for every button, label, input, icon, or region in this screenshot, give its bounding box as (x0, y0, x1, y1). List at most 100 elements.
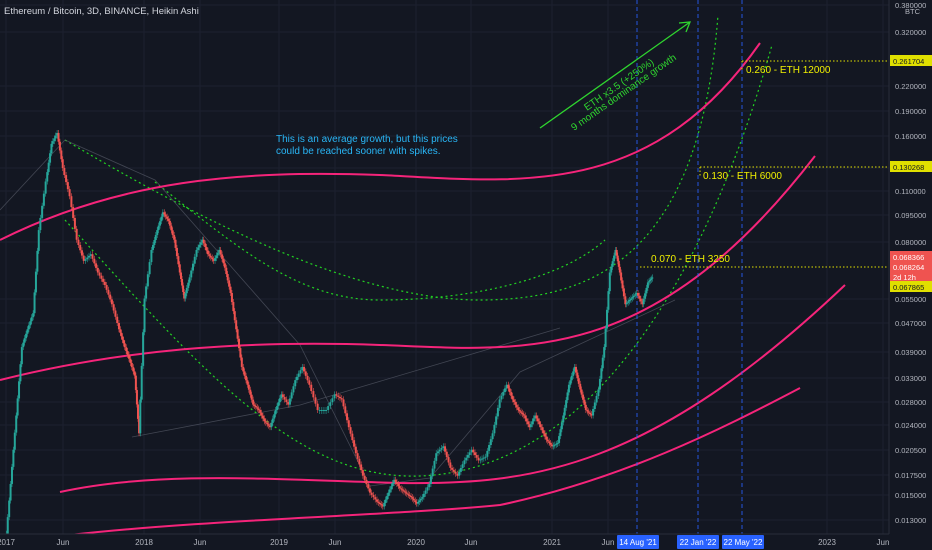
candle (388, 489, 391, 493)
candle (260, 412, 263, 416)
candle (116, 316, 119, 324)
candle (133, 371, 136, 376)
price-axis: BTC 0.013000 0.015000 0.017500 0.020500 0.02… (888, 0, 932, 550)
candle (269, 425, 272, 428)
candle (333, 394, 336, 399)
price-badge-label: 0.130268 (893, 163, 924, 172)
candle (438, 449, 441, 452)
candle (156, 230, 159, 236)
candle (562, 415, 565, 423)
candle (226, 274, 229, 281)
candle (225, 267, 228, 275)
candle (558, 436, 561, 443)
price-badge-label: 0.068366 (893, 253, 924, 262)
candle (411, 497, 414, 499)
y-tick-label: 0.095000 (895, 211, 926, 220)
candle (201, 239, 204, 243)
candle (146, 274, 149, 287)
candle (285, 399, 288, 403)
candle (88, 255, 91, 258)
candle (360, 464, 363, 471)
candle (468, 452, 471, 456)
candle (204, 243, 207, 247)
candle (503, 388, 506, 393)
candle (60, 150, 63, 160)
candle (206, 250, 209, 255)
candle (187, 282, 190, 288)
growth-arrow: ETH x3.5 (+250%) 9 months dominance grow… (539, 21, 691, 133)
candle (36, 250, 39, 272)
candle (208, 254, 211, 256)
candle (105, 285, 108, 290)
x-tick-label: 2020 (407, 538, 425, 547)
candle (16, 398, 19, 416)
y-tick-label: 0.080000 (895, 238, 926, 247)
candle (143, 298, 146, 333)
candle (274, 409, 277, 415)
y-tick-label: 0.033000 (895, 374, 926, 383)
candle (597, 389, 600, 397)
candle (390, 486, 393, 490)
candle (515, 404, 518, 408)
y-tick-label: 0.039000 (895, 348, 926, 357)
candle (424, 490, 427, 494)
candle (215, 255, 218, 259)
chart-title: Ethereum / Bitcoin, 3D, BINANCE, Heikin … (4, 6, 199, 17)
candle (545, 436, 548, 440)
candle (288, 398, 291, 405)
candle (645, 287, 648, 294)
candle (107, 289, 110, 295)
candle (304, 371, 307, 376)
target-label-high: 0.260 - ETH 12000 (746, 65, 831, 76)
candle (29, 321, 32, 326)
candle (261, 415, 264, 419)
candle (447, 457, 450, 463)
candle (356, 453, 359, 459)
candle (456, 473, 459, 476)
date-marker-box (677, 535, 719, 549)
candle (405, 492, 408, 494)
reference-lines (0, 139, 676, 487)
candle (607, 291, 610, 310)
candle (233, 311, 236, 321)
candle (551, 444, 554, 447)
candle (128, 354, 131, 359)
candle (25, 333, 28, 339)
dotted-arc (64, 14, 719, 301)
candle (527, 421, 530, 425)
y-tick-label: 0.110000 (895, 187, 926, 196)
date-marker-label: 14 Aug '21 (619, 538, 657, 547)
date-marker-box (617, 535, 659, 549)
candle (157, 225, 160, 231)
candle (267, 424, 270, 426)
candle (613, 255, 616, 262)
dotted-arc (154, 181, 606, 301)
candle (228, 280, 231, 287)
candle (458, 471, 461, 476)
candle (451, 467, 454, 470)
price-badge (890, 161, 932, 172)
candle (303, 366, 306, 372)
candle (145, 286, 148, 299)
candle (301, 366, 304, 371)
candle (125, 347, 128, 352)
candle (222, 258, 225, 264)
y-tick-label: 0.024000 (895, 421, 926, 430)
candle (616, 255, 619, 262)
candle (219, 249, 222, 255)
candle (134, 375, 137, 391)
candle (229, 286, 232, 293)
candle (44, 181, 47, 194)
candle (159, 221, 162, 226)
target-label-low: 0.070 - ETH 3250 (651, 254, 730, 265)
candle (263, 418, 266, 422)
candle (365, 479, 368, 485)
candle (199, 242, 202, 245)
candle (230, 292, 233, 303)
y-tick-label: 0.380000 (895, 1, 926, 10)
candle (193, 256, 196, 264)
channel-curve (0, 155, 816, 381)
candle (384, 499, 387, 504)
candle (528, 424, 531, 428)
candle (34, 271, 37, 293)
